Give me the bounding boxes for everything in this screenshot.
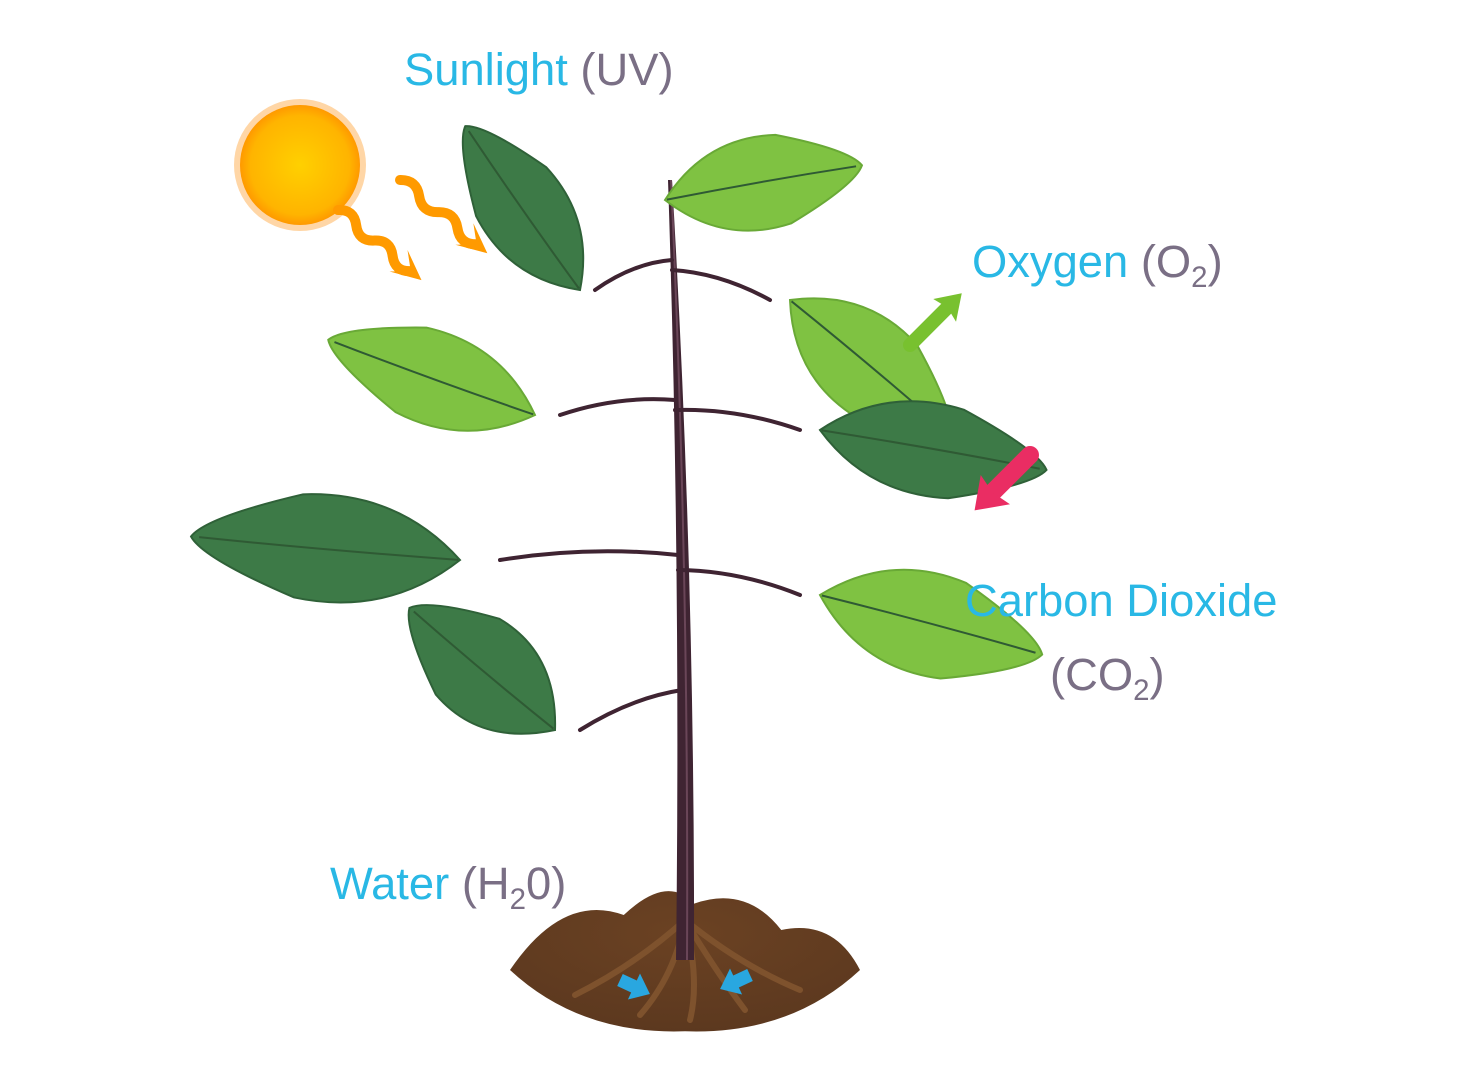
oxygen-label: Oxygen (O2) [972,236,1223,288]
sunlight-label-primary: Sunlight [404,44,568,95]
water-label-primary: Water [330,858,449,909]
oxygen-label-secondary: (O2) [1141,236,1223,287]
diagram-canvas [0,0,1468,1084]
carbon-dioxide-label-primary: Carbon Dioxide [965,575,1277,627]
water-label-secondary: (H20) [462,858,567,909]
sunlight-label: Sunlight (UV) [404,44,674,96]
plant-stem [500,180,800,960]
carbon-dioxide-label: Carbon Dioxide (CO2) [965,575,1277,701]
oxygen-arrow-icon [899,282,974,357]
carbon-dioxide-label-secondary: (CO2) [1050,649,1277,701]
sunlight-label-secondary: (UV) [580,44,673,95]
oxygen-label-primary: Oxygen [972,236,1128,287]
photosynthesis-diagram: Sunlight (UV) Oxygen (O2) Carbon Dioxide… [0,0,1468,1084]
water-label: Water (H20) [330,858,566,910]
